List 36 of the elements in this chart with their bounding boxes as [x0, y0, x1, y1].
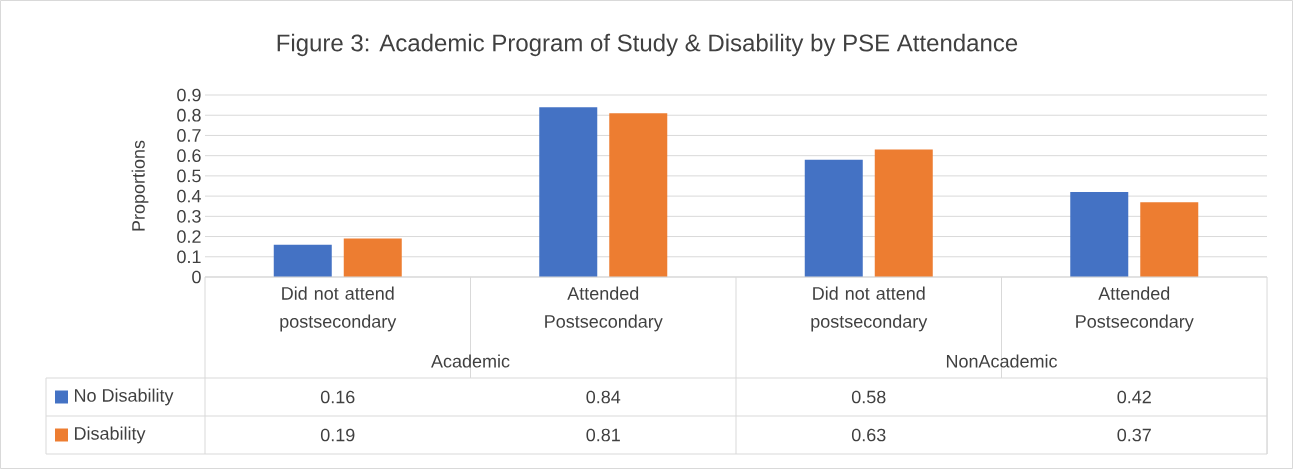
text: Academic: [431, 354, 510, 368]
y-tick-label: 0.3: [177, 209, 201, 223]
y-tick-label: 0.6: [177, 149, 201, 163]
data-label: 0.58: [851, 390, 886, 404]
data-label: 0.63: [851, 428, 886, 442]
y-tick-label: 0.5: [177, 169, 201, 183]
y-tick-label: 0.1: [177, 250, 201, 264]
bar: [874, 149, 933, 277]
y-tick-label: 0.4: [177, 189, 201, 203]
y-tick-label: 0: [192, 270, 201, 284]
data-label: 0.16: [320, 390, 355, 404]
data-label: 0.84: [586, 390, 621, 404]
bar: [539, 107, 598, 277]
x-tick-label: Attended Postsecondary: [545, 286, 663, 332]
bar: [609, 113, 668, 277]
text: NonAcademic: [946, 354, 1058, 368]
y-tick-label: 0.9: [177, 88, 201, 102]
bar: [273, 244, 332, 277]
data-label: 0.19: [320, 428, 355, 442]
chart-title: Figure 3: Academic Program of Study & Disability by PSE Attendance: [277, 33, 1018, 57]
data-label: 0.42: [1117, 390, 1151, 404]
x-tick-label: Did not attend postsecondary: [280, 286, 397, 332]
x-tick-label: Attended Postsecondary: [1076, 286, 1194, 332]
bar: [343, 238, 402, 277]
y-tick-label: 0.8: [177, 108, 201, 122]
y-tick-label: 0.2: [177, 230, 201, 243]
bar: [1140, 202, 1199, 277]
y-tick-label: 0.7: [177, 129, 201, 142]
legend-label: No Disability: [75, 388, 174, 406]
y-axis-title: Proportions: [131, 140, 149, 231]
legend-label: Disability: [75, 426, 146, 444]
x-tick-label: Did not attend postsecondary: [811, 286, 928, 332]
bar: [1070, 192, 1129, 277]
data-label: 0.37: [1117, 428, 1151, 442]
bar: [804, 159, 863, 277]
data-label: 0.81: [586, 428, 620, 442]
